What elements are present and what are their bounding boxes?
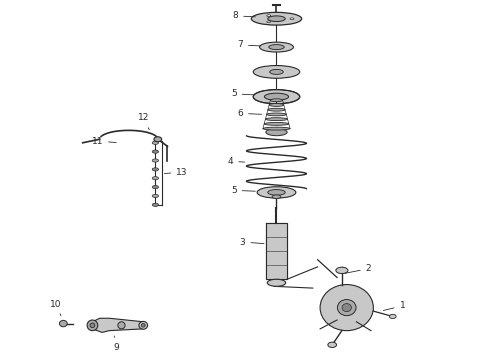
Ellipse shape — [152, 150, 159, 153]
Text: 12: 12 — [138, 113, 149, 130]
Ellipse shape — [141, 324, 145, 327]
Text: 13: 13 — [165, 167, 188, 176]
Text: 5: 5 — [231, 186, 255, 195]
Ellipse shape — [342, 303, 351, 312]
Ellipse shape — [152, 168, 159, 171]
Ellipse shape — [152, 203, 159, 206]
Text: 2: 2 — [344, 264, 371, 273]
Ellipse shape — [268, 108, 285, 111]
Ellipse shape — [139, 321, 147, 329]
Ellipse shape — [265, 93, 289, 100]
Ellipse shape — [272, 195, 281, 198]
Ellipse shape — [338, 300, 356, 316]
Ellipse shape — [267, 279, 286, 286]
Ellipse shape — [90, 323, 95, 328]
Polygon shape — [93, 318, 143, 332]
Text: 5: 5 — [231, 89, 253, 98]
Ellipse shape — [266, 129, 287, 136]
Ellipse shape — [152, 177, 159, 180]
Ellipse shape — [152, 159, 159, 162]
Ellipse shape — [266, 118, 288, 121]
Ellipse shape — [290, 18, 294, 19]
Text: 3: 3 — [240, 238, 264, 247]
Ellipse shape — [268, 190, 285, 195]
Ellipse shape — [269, 45, 284, 50]
Ellipse shape — [390, 314, 396, 319]
Ellipse shape — [154, 137, 162, 142]
Ellipse shape — [152, 194, 159, 198]
Ellipse shape — [336, 267, 348, 274]
Text: 8: 8 — [232, 12, 255, 21]
Ellipse shape — [152, 141, 159, 144]
Ellipse shape — [260, 42, 294, 52]
Ellipse shape — [270, 99, 283, 102]
Text: 1: 1 — [383, 301, 405, 310]
Ellipse shape — [267, 113, 286, 116]
Ellipse shape — [328, 342, 337, 347]
Text: 6: 6 — [237, 109, 262, 118]
Text: 11: 11 — [92, 136, 116, 145]
Ellipse shape — [253, 90, 300, 104]
Ellipse shape — [264, 122, 289, 125]
Text: 9: 9 — [114, 336, 120, 352]
Ellipse shape — [269, 104, 284, 107]
Ellipse shape — [257, 187, 296, 198]
Ellipse shape — [253, 66, 300, 78]
Ellipse shape — [263, 127, 290, 130]
Ellipse shape — [59, 320, 67, 327]
Text: 10: 10 — [50, 300, 62, 316]
Ellipse shape — [270, 69, 283, 75]
Ellipse shape — [320, 284, 373, 330]
Ellipse shape — [251, 12, 302, 25]
Ellipse shape — [118, 322, 125, 329]
Polygon shape — [266, 222, 287, 279]
Ellipse shape — [87, 320, 98, 330]
Ellipse shape — [268, 16, 285, 22]
Ellipse shape — [267, 15, 270, 17]
Ellipse shape — [267, 21, 270, 23]
Text: 4: 4 — [228, 157, 245, 166]
Text: 7: 7 — [237, 40, 260, 49]
Ellipse shape — [152, 185, 159, 189]
